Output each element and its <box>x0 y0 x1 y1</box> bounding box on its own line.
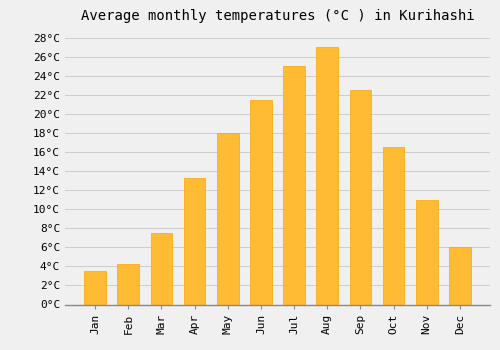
Bar <box>250 99 272 304</box>
Title: Average monthly temperatures (°C ) in Kurihashi: Average monthly temperatures (°C ) in Ku… <box>80 9 474 23</box>
Bar <box>284 66 305 304</box>
Bar <box>84 271 106 304</box>
Bar <box>217 133 238 304</box>
Bar <box>316 47 338 304</box>
Bar <box>416 199 438 304</box>
Bar <box>383 147 404 304</box>
Bar <box>184 178 206 304</box>
Bar <box>449 247 470 304</box>
Bar <box>150 233 172 304</box>
Bar <box>350 90 371 304</box>
Bar <box>118 265 139 304</box>
